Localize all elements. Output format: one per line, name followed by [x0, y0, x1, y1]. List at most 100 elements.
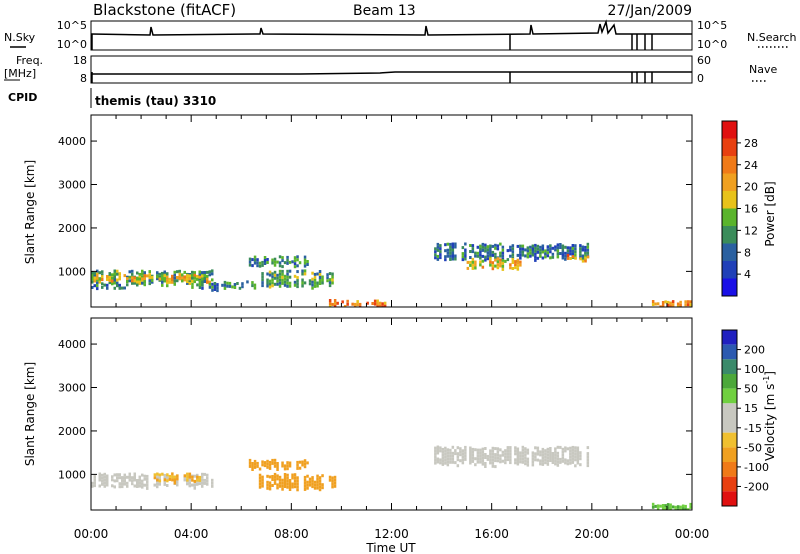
data-cell — [326, 279, 329, 283]
data-cell — [233, 283, 237, 286]
data-cell — [556, 445, 560, 449]
data-cell — [133, 472, 136, 476]
data-cell — [356, 303, 359, 307]
data-cell — [471, 450, 475, 454]
data-cell — [303, 487, 307, 491]
data-cell — [301, 284, 304, 288]
data-cell — [136, 283, 139, 287]
data-cell — [303, 478, 307, 482]
data-cell — [116, 479, 119, 483]
data-cell — [486, 457, 490, 461]
data-cell — [271, 484, 274, 487]
data-cell — [561, 447, 565, 451]
data-cell — [331, 278, 334, 282]
data-cell — [118, 272, 121, 276]
data-cell — [283, 283, 287, 287]
data-cell — [444, 249, 447, 253]
data-cell — [564, 254, 567, 258]
data-cell — [689, 300, 692, 304]
data-cell — [446, 254, 450, 258]
data-cell — [271, 272, 274, 276]
data-cell — [286, 275, 289, 279]
data-cell — [191, 483, 194, 487]
data-cell — [261, 481, 264, 485]
data-cell — [559, 246, 562, 249]
data-cell — [163, 270, 166, 274]
data-cell — [313, 281, 317, 285]
data-cell — [584, 251, 587, 255]
data-cell — [288, 461, 292, 465]
data-cell — [464, 448, 467, 452]
power-colorbar-tick-label: 12 — [744, 224, 758, 237]
data-cell — [514, 449, 517, 453]
data-cell — [666, 503, 670, 507]
cpid-label: CPID — [8, 91, 37, 104]
data-cell — [559, 457, 562, 461]
data-cell — [283, 476, 287, 479]
data-cell — [186, 277, 189, 281]
data-cell — [308, 483, 312, 487]
data-cell — [554, 459, 557, 463]
data-cell — [469, 244, 472, 247]
data-cell — [151, 275, 154, 279]
data-cell — [153, 473, 157, 477]
data-cell — [198, 283, 202, 286]
data-cell — [126, 475, 129, 479]
data-cell — [141, 482, 144, 486]
data-cell — [564, 461, 567, 465]
data-cell — [203, 277, 206, 280]
velocity-colorbar-segment — [722, 491, 737, 506]
data-cell — [461, 461, 465, 465]
data-cell — [561, 247, 565, 251]
data-cell — [566, 462, 570, 466]
data-cell — [666, 506, 670, 510]
data-cell — [306, 483, 309, 487]
data-cell — [561, 453, 565, 457]
x-tick-label: 00:00 — [675, 527, 710, 541]
data-cell — [206, 482, 209, 486]
data-cell — [586, 248, 590, 252]
data-cell — [434, 446, 437, 450]
data-cell — [499, 457, 502, 461]
data-cell — [486, 254, 490, 258]
data-cell — [278, 275, 282, 279]
data-cell — [521, 445, 525, 449]
data-cell — [281, 256, 284, 260]
data-cell — [113, 286, 116, 290]
data-cell — [133, 279, 136, 283]
data-cell — [544, 452, 547, 456]
data-cell — [544, 455, 547, 459]
data-cell — [481, 265, 485, 269]
data-cell — [521, 253, 525, 257]
x-tick-label: 08:00 — [274, 527, 309, 541]
data-cell — [116, 272, 119, 276]
data-cell — [491, 446, 495, 450]
data-cell — [479, 260, 482, 264]
data-cell — [519, 256, 522, 260]
data-cell — [223, 280, 227, 284]
data-cell — [581, 245, 585, 249]
data-cell — [524, 447, 527, 451]
data-cell — [278, 278, 282, 282]
data-cell — [263, 256, 267, 259]
data-cell — [283, 277, 287, 281]
data-cell — [191, 273, 194, 277]
data-cell — [308, 480, 312, 484]
data-cell — [253, 283, 257, 287]
data-cell — [489, 458, 492, 462]
data-cell — [521, 457, 525, 461]
data-cell — [661, 301, 665, 304]
data-cell — [141, 277, 144, 281]
data-cell — [456, 464, 460, 468]
data-cell — [333, 475, 337, 479]
data-cell — [188, 277, 191, 281]
data-cell — [303, 281, 307, 285]
data-cell — [228, 281, 232, 285]
data-cell — [266, 486, 269, 490]
data-cell — [281, 265, 284, 269]
data-cell — [541, 459, 545, 463]
data-cell — [148, 273, 151, 277]
data-cell — [539, 251, 542, 255]
data-cell — [103, 484, 106, 488]
data-cell — [529, 245, 532, 249]
